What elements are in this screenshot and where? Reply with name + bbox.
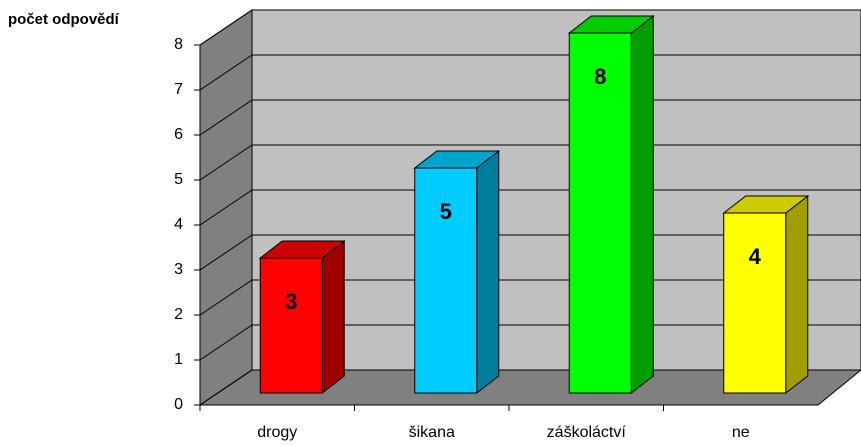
grid-line [199, 54, 253, 91]
y-tick-label: 8 [174, 36, 183, 53]
y-tick-label: 2 [174, 306, 183, 323]
bar-side [476, 149, 500, 395]
x-tick-label: ne [732, 424, 750, 441]
y-axis-title: počet odpovědí [8, 11, 120, 28]
x-tick-label: šikana [409, 424, 455, 441]
bar [723, 212, 787, 394]
y-tick-label: 5 [174, 171, 183, 188]
grid-line [199, 9, 253, 46]
y-tick-label: 1 [174, 351, 183, 368]
bar [568, 32, 632, 394]
value-label: 5 [440, 199, 452, 224]
value-label: 8 [594, 64, 606, 89]
y-tick-label: 3 [174, 261, 183, 278]
bar-side [630, 14, 654, 395]
grid-line [199, 144, 253, 181]
y-tick-label: 6 [174, 126, 183, 143]
y-tick-label: 4 [174, 216, 183, 233]
x-tick-label: drogy [257, 424, 297, 441]
y-tick-label: 7 [174, 81, 183, 98]
x-tick-label: záškoláctví [547, 424, 627, 441]
bar [414, 167, 478, 394]
grid-line [199, 369, 253, 406]
grid-line [199, 189, 253, 226]
grid-line [199, 234, 253, 271]
grid-line [199, 99, 253, 136]
value-label: 3 [285, 289, 297, 314]
bar-side [785, 194, 809, 395]
bar [259, 257, 323, 394]
grid-line [199, 279, 253, 316]
bar-side [321, 239, 345, 395]
value-label: 4 [749, 244, 762, 269]
y-tick-label: 0 [174, 396, 183, 413]
grid-line [199, 324, 253, 361]
